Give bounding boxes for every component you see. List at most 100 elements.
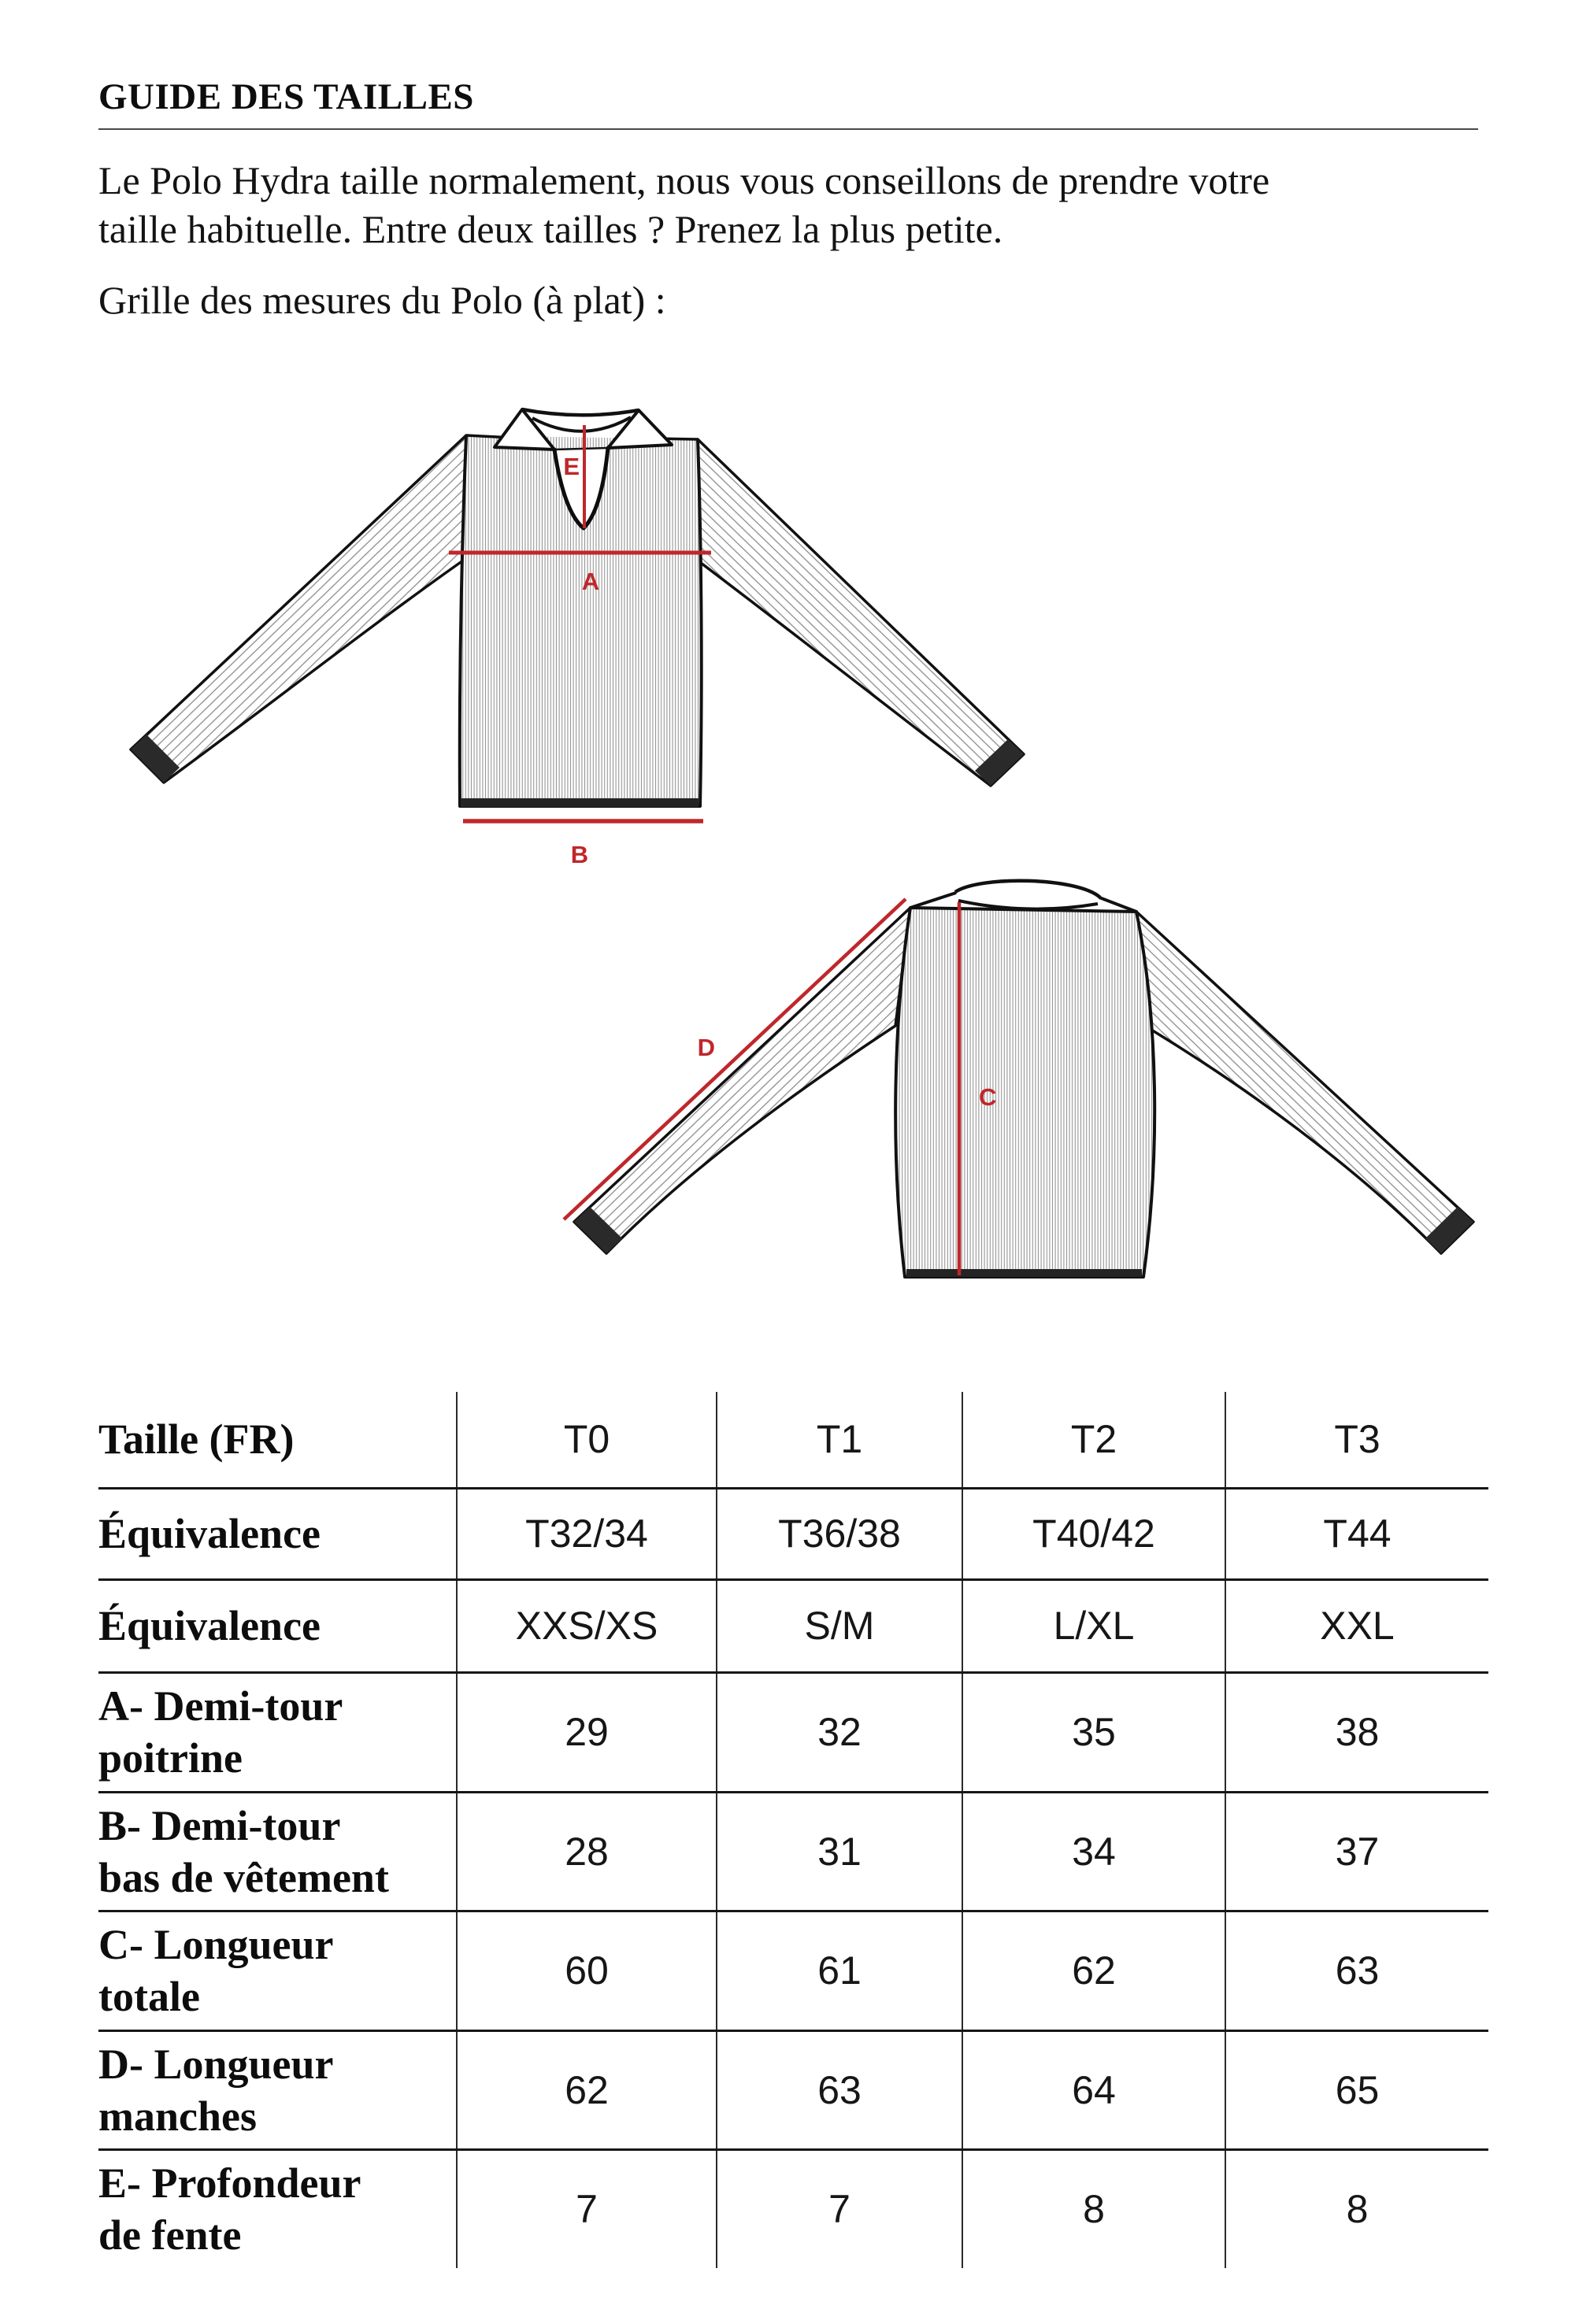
size-value-cell: 34 <box>962 1792 1225 1912</box>
size-value-cell: 62 <box>962 1911 1225 2032</box>
row-label-line: de fente <box>98 2211 242 2259</box>
size-value-cell: T2 <box>962 1392 1225 1490</box>
page-title: GUIDE DES TAILLES <box>98 76 474 117</box>
size-value-cell: XXS/XS <box>456 1579 717 1674</box>
row-label-line: E- Profondeur <box>98 2159 361 2207</box>
front-right-cuff <box>975 739 1024 786</box>
row-label-line: totale <box>98 1973 200 2020</box>
size-value-cell: 32 <box>716 1672 962 1793</box>
table-row: Équivalence T32/34 T36/38 T40/42 T44 <box>98 1488 1488 1581</box>
polo-back-view: C D <box>562 879 1475 1279</box>
intro-paragraph: Le Polo Hydra taille normalement, nous v… <box>98 156 1269 253</box>
size-value-cell: 38 <box>1225 1672 1488 1793</box>
size-value-cell: XXL <box>1225 1579 1488 1674</box>
back-collar-outer-edge <box>954 879 1102 899</box>
measure-label-c: C <box>979 1083 996 1111</box>
row-label-line: bas de vêtement <box>98 1853 389 1901</box>
measure-label-b: B <box>571 841 588 868</box>
size-value-cell: T1 <box>716 1392 962 1490</box>
row-label-line: B- Demi-tour <box>98 1801 341 1849</box>
measure-label-e: E <box>563 453 580 480</box>
polo-front-view: E A B <box>129 407 1025 868</box>
size-value-cell: L/XL <box>962 1579 1225 1674</box>
size-value-cell: T44 <box>1225 1488 1488 1581</box>
row-label-line: poitrine <box>98 1734 243 1782</box>
row-label: E- Profondeur de fente <box>98 2149 457 2268</box>
front-right-sleeve <box>696 438 1025 787</box>
table-row: D- Longueur manches 62 63 64 65 <box>98 2030 1488 2151</box>
front-collar-flap-right <box>606 409 673 450</box>
back-left-sleeve <box>573 906 912 1255</box>
size-value-cell: T32/34 <box>456 1488 717 1581</box>
row-label: C- Longueur totale <box>98 1911 457 2032</box>
front-vneck-edges <box>552 446 610 531</box>
size-value-cell: 7 <box>716 2149 962 2268</box>
measure-line-d <box>562 897 907 1221</box>
row-label: D- Longueur manches <box>98 2030 457 2151</box>
row-label-line: D- Longueur <box>98 2040 334 2088</box>
back-right-sleeve <box>1135 910 1475 1255</box>
intro-line: taille habituelle. Entre deux tailles ? … <box>98 207 1003 251</box>
size-value-cell: 37 <box>1225 1792 1488 1912</box>
size-value-cell: 63 <box>1225 1911 1488 2032</box>
table-row: B- Demi-tour bas de vêtement 28 31 34 37 <box>98 1792 1488 1912</box>
row-label: Équivalence <box>98 1488 457 1581</box>
size-value-cell: T36/38 <box>716 1488 962 1581</box>
size-value-cell: T0 <box>456 1392 717 1490</box>
front-placket-seam <box>554 446 609 451</box>
size-value-cell: 62 <box>456 2030 717 2151</box>
size-value-cell: 8 <box>962 2149 1225 2268</box>
front-left-cuff <box>131 735 180 783</box>
diagram-caption: Grille des mesures du Polo (à plat) : <box>98 278 666 322</box>
back-body <box>894 906 1157 1279</box>
front-neckline-seam <box>532 416 632 433</box>
table-row: Taille (FR) T0 T1 T2 T3 <box>98 1392 1488 1490</box>
size-value-cell: 7 <box>456 2149 717 2268</box>
row-label-line: Équivalence <box>98 1602 321 1649</box>
front-body <box>459 435 702 806</box>
size-value-cell: 35 <box>962 1672 1225 1793</box>
measurement-diagram: E A B C D <box>129 407 1475 1279</box>
size-value-cell: T3 <box>1225 1392 1488 1490</box>
size-value-cell: 65 <box>1225 2030 1488 2151</box>
size-value-cell: T40/42 <box>962 1488 1225 1581</box>
row-label-line: C- Longueur <box>98 1921 334 1968</box>
row-label: Équivalence <box>98 1579 457 1674</box>
back-shoulder-seams <box>910 891 1137 913</box>
row-label-line: Équivalence <box>98 1510 321 1557</box>
front-collar-outer-edge <box>521 407 639 417</box>
table-row: C- Longueur totale 60 61 62 63 <box>98 1911 1488 2032</box>
back-right-cuff <box>1425 1207 1473 1253</box>
front-collar-flap-left <box>493 408 556 451</box>
back-left-cuff <box>574 1207 622 1253</box>
measure-label-a: A <box>582 568 599 595</box>
size-value-cell: 60 <box>456 1911 717 2032</box>
size-value-cell: 64 <box>962 2030 1225 2151</box>
size-value-cell: 8 <box>1225 2149 1488 2268</box>
row-label-line: Taille (FR) <box>98 1415 295 1464</box>
size-value-cell: 63 <box>716 2030 962 2151</box>
size-value-cell: S/M <box>716 1579 962 1674</box>
size-value-cell: 31 <box>716 1792 962 1912</box>
row-label: B- Demi-tour bas de vêtement <box>98 1792 457 1912</box>
size-table: Taille (FR) T0 T1 T2 T3 Équivalence T32/34 T36/… <box>98 1392 1488 2268</box>
row-label: A- Demi-tour poitrine <box>98 1672 457 1793</box>
table-row: Équivalence XXS/XS S/M L/XL XXL <box>98 1579 1488 1674</box>
front-left-sleeve <box>129 434 468 784</box>
size-value-cell: 61 <box>716 1911 962 2032</box>
size-value-cell: 28 <box>456 1792 717 1912</box>
back-collar-band <box>955 880 1100 909</box>
row-label-line: A- Demi-tour <box>98 1682 343 1730</box>
row-label: Taille (FR) <box>98 1392 457 1490</box>
size-value-cell: 29 <box>456 1672 717 1793</box>
intro-line: Le Polo Hydra taille normalement, nous v… <box>98 158 1270 202</box>
back-hem-band <box>906 1269 1142 1277</box>
title-underline <box>98 128 1478 130</box>
row-label-line: manches <box>98 2092 257 2140</box>
measure-label-d: D <box>698 1034 715 1061</box>
table-row: E- Profondeur de fente 7 7 8 8 <box>98 2149 1488 2268</box>
table-row: A- Demi-tour poitrine 29 32 35 38 <box>98 1672 1488 1793</box>
back-neckline-seam <box>958 899 1099 911</box>
front-hem-band <box>461 798 699 807</box>
